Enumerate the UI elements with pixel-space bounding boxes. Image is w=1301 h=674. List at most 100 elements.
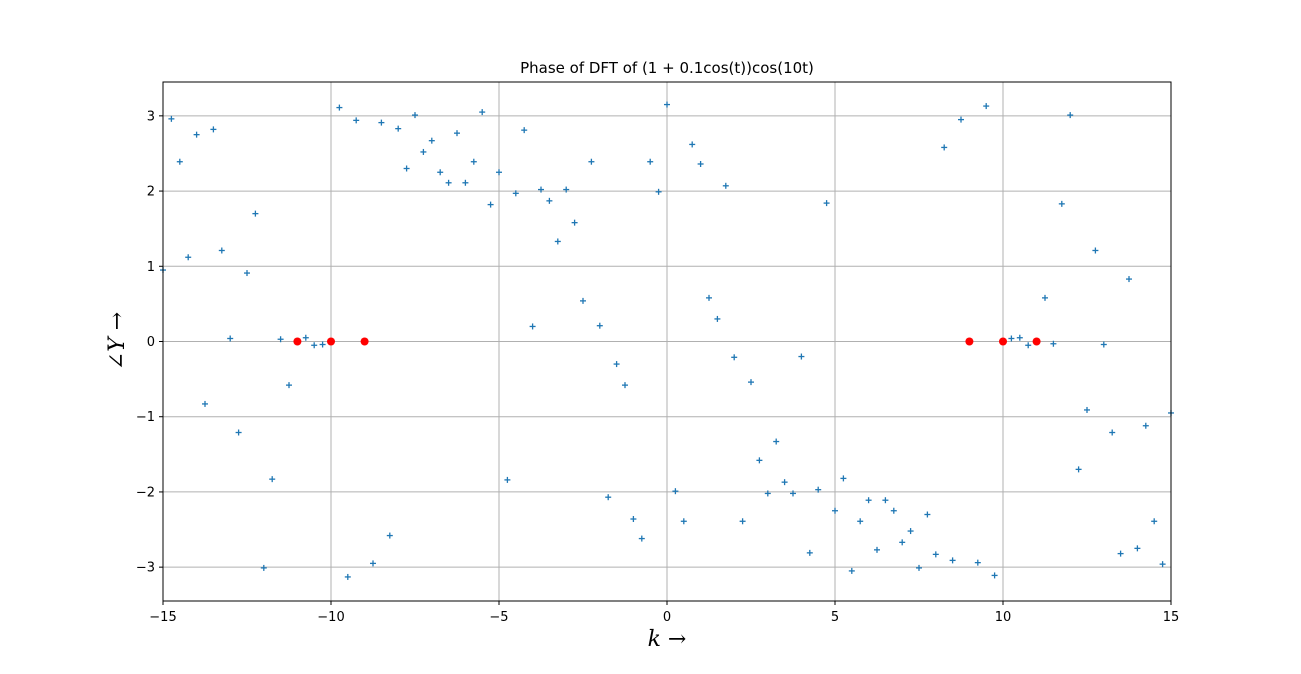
plus-point <box>823 200 830 207</box>
plus-point <box>706 294 712 301</box>
plus-point <box>1016 334 1023 341</box>
highlight-point <box>1032 337 1041 346</box>
plus-point <box>1142 422 1149 429</box>
x-axis-label: k → <box>648 627 687 652</box>
plus-point <box>412 112 418 119</box>
plus-point <box>378 119 385 126</box>
plus-point <box>403 165 410 172</box>
plus-point <box>941 144 948 151</box>
plus-point <box>454 130 460 137</box>
plus-point <box>277 336 284 343</box>
plus-point <box>983 103 990 110</box>
plus-point <box>798 353 805 360</box>
highlight-point <box>360 337 369 346</box>
plus-point <box>974 559 981 566</box>
plus-point <box>907 528 914 535</box>
plus-point <box>655 188 662 195</box>
plus-point <box>899 539 906 546</box>
plus-point <box>311 342 318 349</box>
plus-point <box>244 270 250 277</box>
plus-point <box>815 486 822 493</box>
y-tick-label: 2 <box>147 185 155 200</box>
plus-point <box>1008 335 1015 342</box>
x-tick-label: 0 <box>663 610 671 625</box>
plus-point <box>580 297 586 304</box>
plus-point <box>949 557 956 564</box>
plus-point <box>344 573 351 580</box>
plus-point <box>218 247 225 254</box>
plus-point <box>319 341 326 348</box>
plus-point <box>882 497 889 504</box>
plus-point <box>613 361 620 368</box>
plus-point <box>428 137 435 144</box>
plus-point <box>773 438 780 445</box>
plus-point <box>596 322 603 329</box>
plus-point <box>487 201 494 208</box>
plus-point <box>958 116 964 123</box>
plus-point <box>916 564 922 571</box>
plus-point <box>210 126 217 133</box>
data-points <box>160 101 1174 580</box>
plus-point <box>1042 294 1048 301</box>
plus-point <box>865 497 872 504</box>
plus-point <box>840 475 847 482</box>
plus-point <box>1067 112 1074 119</box>
plus-point <box>336 104 343 111</box>
x-tick-label: 10 <box>995 610 1012 625</box>
plus-point <box>546 197 553 204</box>
plus-point <box>395 125 402 132</box>
plus-point <box>260 564 267 571</box>
plus-point <box>874 546 880 553</box>
x-tick-label: −5 <box>489 610 508 625</box>
plus-point <box>462 179 469 186</box>
plus-point <box>605 494 612 501</box>
plus-point <box>370 560 376 567</box>
x-tick-label: 15 <box>1163 610 1180 625</box>
plus-point <box>714 315 721 322</box>
plus-point <box>1159 561 1166 568</box>
plus-point <box>445 179 452 186</box>
plus-point <box>269 476 276 483</box>
highlight-point <box>293 337 302 346</box>
plus-point <box>302 334 309 341</box>
plus-point <box>748 379 754 386</box>
plus-point <box>689 141 696 148</box>
plus-point <box>235 429 242 436</box>
plus-point <box>202 400 208 407</box>
y-axis-label: ∠Y → <box>105 312 130 370</box>
plus-point <box>386 532 393 539</box>
plus-point <box>756 457 763 464</box>
x-tick-label: 5 <box>831 610 839 625</box>
plus-point <box>521 127 528 134</box>
plus-point <box>176 158 183 165</box>
chart-title: Phase of DFT of (1 + 0.1cos(t))cos(10t) <box>520 59 814 77</box>
highlight-point <box>965 337 974 346</box>
plus-point <box>664 101 670 108</box>
plus-point <box>479 109 486 116</box>
plus-point <box>1084 406 1090 413</box>
plus-point <box>185 254 192 261</box>
plus-point <box>504 476 511 483</box>
plus-point <box>638 535 645 542</box>
plus-point <box>722 182 729 189</box>
plus-point <box>991 572 998 579</box>
plus-point <box>554 238 561 245</box>
plus-point <box>529 323 536 330</box>
plus-point <box>764 490 771 497</box>
plus-point <box>571 219 578 226</box>
plus-point <box>1126 276 1132 283</box>
plus-point <box>1050 340 1057 347</box>
plus-point <box>1134 545 1141 552</box>
highlight-point <box>327 337 335 346</box>
plus-point <box>1109 429 1116 436</box>
grid <box>162 82 1172 601</box>
plus-point <box>252 210 259 217</box>
highlight-point <box>999 337 1007 346</box>
y-tick-label: −3 <box>136 561 155 576</box>
plus-point <box>193 131 200 138</box>
plus-point <box>680 518 687 525</box>
plus-point <box>286 382 292 389</box>
y-tick-label: −2 <box>136 485 155 500</box>
